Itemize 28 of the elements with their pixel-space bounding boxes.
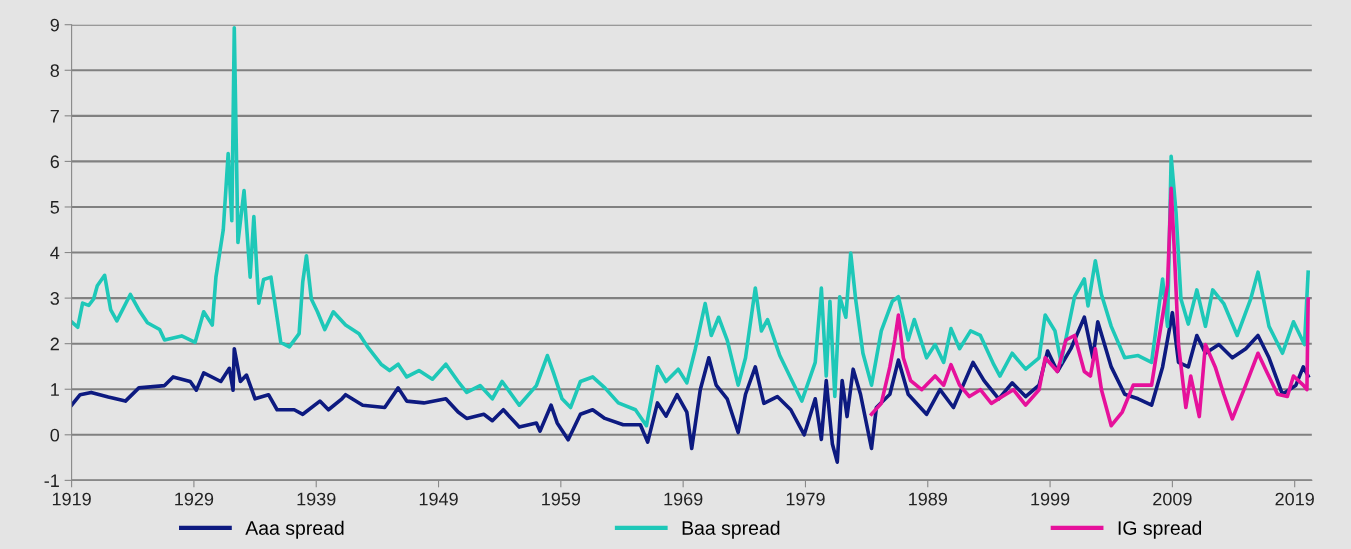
- y-tick-label: 3: [50, 292, 59, 305]
- y-tick-label: 0: [50, 428, 60, 442]
- y-tick-label: 9: [50, 18, 59, 32]
- y-tick-label: 6: [50, 155, 59, 169]
- y-tick-label: 5: [50, 201, 60, 214]
- x-tick-label: 2009: [1153, 492, 1192, 506]
- x-tick-label: 1989: [909, 492, 947, 506]
- y-tick-label: -1: [44, 474, 59, 487]
- x-tick-label: 1939: [297, 492, 336, 506]
- x-tick-label: 1919: [52, 492, 91, 506]
- x-tick-label: 1959: [542, 492, 581, 506]
- y-tick-label: 4: [50, 246, 60, 260]
- legend-label: Baa spread: [682, 520, 780, 539]
- legend-label: IG spread: [1118, 520, 1202, 539]
- x-tick-label: 1929: [175, 492, 214, 506]
- x-tick-label: 1969: [664, 492, 703, 506]
- x-tick-label: 1999: [1031, 492, 1070, 506]
- x-tick-label: 1949: [419, 492, 458, 506]
- line-series: [869, 186, 1310, 428]
- x-tick-label: 1979: [786, 492, 825, 506]
- line-series: [71, 310, 1310, 464]
- line-series: [71, 26, 1310, 428]
- y-tick-label: 8: [50, 64, 60, 77]
- y-tick-label: 2: [50, 337, 59, 351]
- x-tick-label: 2019: [1275, 492, 1314, 506]
- legend-label: Aaa spread: [245, 520, 344, 539]
- y-tick-label: 1: [51, 383, 59, 396]
- y-tick-label: 7: [50, 109, 59, 123]
